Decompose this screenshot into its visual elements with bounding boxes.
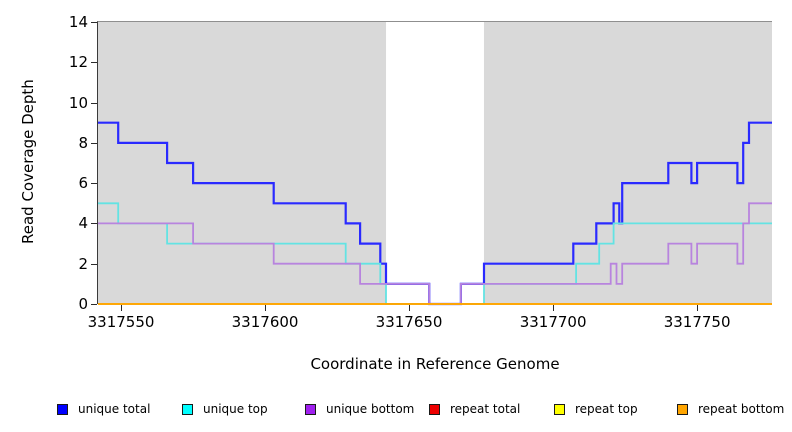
legend-item-unique-total: unique total (57, 400, 150, 418)
y-tick-label: 14 (68, 13, 88, 31)
y-tick-label: 6 (78, 174, 88, 193)
x-tick-label: 3317550 (87, 313, 155, 331)
x-tick-label: 3317750 (663, 313, 731, 331)
shaded-region (98, 22, 387, 304)
x-tick-mark (553, 305, 555, 311)
x-tick-mark (121, 305, 123, 311)
y-axis-title: Read Coverage Depth (19, 79, 37, 244)
y-tick-label: 10 (68, 93, 88, 112)
series-line-unique-top (98, 202, 772, 305)
legend-item-repeat-top: repeat top (554, 400, 638, 418)
x-tick-label: 3317650 (375, 313, 443, 331)
x-axis-title: Coordinate in Reference Genome (310, 355, 560, 373)
y-tick-mark (91, 183, 97, 185)
legend-item-unique-top: unique top (182, 400, 268, 418)
y-tick-mark (91, 263, 97, 265)
x-tick-mark (697, 305, 699, 311)
y-tick-label: 8 (78, 133, 88, 152)
y-tick-label: 12 (68, 53, 88, 72)
legend-swatch-icon (554, 403, 565, 415)
y-tick-mark (91, 62, 97, 64)
y-tick-label: 0 (78, 295, 88, 313)
legend-label: unique bottom (326, 402, 415, 416)
y-tick-mark (91, 223, 97, 225)
x-tick-label: 3317600 (231, 313, 299, 331)
x-tick-mark (409, 305, 411, 311)
legend-swatch-icon (677, 403, 688, 415)
legend-swatch-icon (182, 403, 193, 415)
legend-label: repeat top (575, 402, 638, 416)
legend-label: unique top (203, 402, 268, 416)
legend-item-unique-bottom: unique bottom (305, 400, 414, 418)
x-tick-label: 3317700 (519, 313, 587, 331)
y-tick-mark (91, 22, 97, 23)
legend-swatch-icon (305, 403, 316, 415)
x-tick-mark (265, 305, 267, 311)
y-tick-mark (91, 304, 97, 305)
chart-legend: unique total unique top unique bottom repea… (0, 400, 792, 420)
y-tick-label: 2 (78, 254, 88, 273)
legend-swatch-icon (429, 403, 440, 415)
legend-item-repeat-total: repeat total (429, 400, 520, 418)
legend-swatch-icon (57, 403, 68, 415)
y-tick-label: 4 (78, 214, 88, 233)
legend-label: repeat bottom (698, 402, 785, 416)
y-tick-mark (91, 142, 97, 144)
y-tick-mark (91, 102, 97, 104)
series-line-unique-total (98, 121, 772, 306)
series-line-unique-bottom (98, 202, 772, 305)
coverage-plot-svg (98, 22, 772, 306)
legend-label: unique total (78, 402, 151, 416)
legend-label: repeat total (450, 402, 521, 416)
legend-item-repeat-bottom: repeat bottom (677, 400, 784, 418)
